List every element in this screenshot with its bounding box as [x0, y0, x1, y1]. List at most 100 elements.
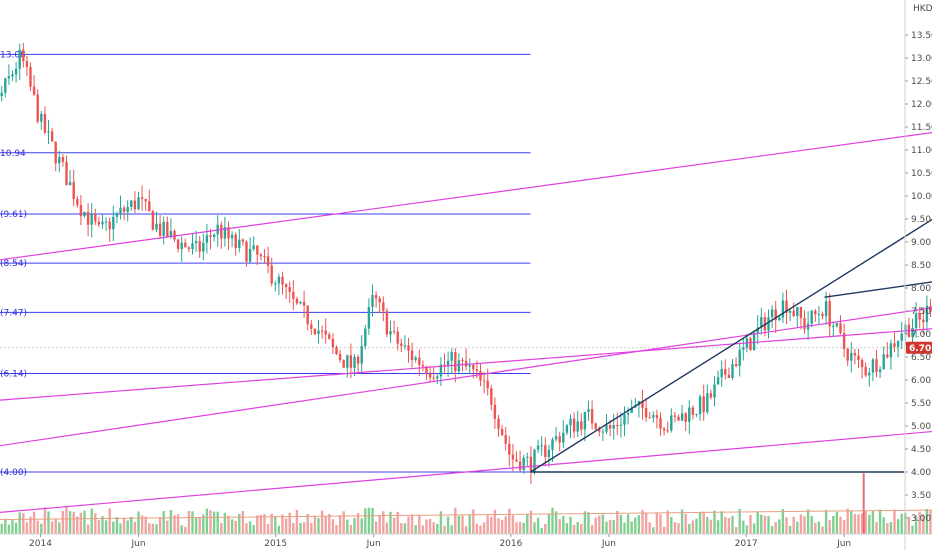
volume-bar	[832, 516, 835, 534]
candle-body	[122, 207, 126, 212]
last-price-tag	[906, 341, 932, 354]
volume-bar	[857, 514, 860, 534]
volume-bar	[846, 508, 849, 534]
candle-body	[770, 309, 774, 318]
candle-body	[72, 182, 75, 199]
volume-bar	[472, 509, 475, 534]
candle-body	[626, 412, 630, 415]
volume-bar	[349, 525, 353, 534]
candle-body	[410, 350, 414, 361]
fib-level-label: (8.54)	[0, 259, 27, 269]
candle-body	[61, 157, 65, 162]
volume-bar	[126, 520, 129, 534]
candle-body	[702, 396, 705, 413]
candle-body	[324, 330, 327, 335]
candle-body	[554, 436, 558, 440]
candle-body	[742, 347, 745, 350]
candle-body	[781, 300, 785, 318]
candle-body	[173, 230, 176, 240]
volume-bar	[25, 522, 29, 534]
volume-bar	[371, 507, 374, 534]
volume-bar	[785, 517, 788, 534]
fib-level-label: 13.08	[0, 50, 26, 60]
volume-bar	[774, 521, 777, 534]
volume-bar	[382, 511, 385, 534]
volume-bar	[144, 516, 147, 534]
candle-body	[162, 221, 165, 236]
fib-level-label: (6.14)	[0, 370, 27, 380]
candle-body	[601, 431, 605, 433]
last-price-label: 6.70	[909, 344, 931, 354]
volume-bar	[256, 515, 259, 534]
volume-bar	[709, 519, 713, 534]
candle-body	[220, 224, 223, 239]
candle-body	[893, 343, 896, 347]
volume-bar	[43, 507, 47, 534]
volume-bar	[896, 519, 900, 534]
volume-bar	[900, 513, 903, 534]
candle-body	[371, 294, 374, 308]
candle-body	[439, 364, 443, 377]
candle-body	[187, 247, 191, 250]
volume-bar	[50, 521, 54, 534]
candle-body	[306, 305, 309, 325]
candle-body	[86, 211, 90, 225]
volume-bar	[641, 509, 644, 534]
candle-body	[662, 428, 666, 431]
volume-bar	[169, 510, 173, 534]
candle-body	[115, 213, 119, 217]
candle-body	[356, 356, 360, 364]
candle-body	[752, 332, 756, 351]
volume-bar	[90, 508, 93, 534]
candle-body	[450, 352, 453, 361]
candle-body	[529, 456, 533, 473]
time-tick-label: Jun	[366, 539, 381, 549]
candle-body	[860, 360, 864, 368]
candle-body	[418, 357, 421, 365]
candle-body	[583, 411, 587, 430]
volume-bar	[54, 519, 57, 534]
candle-body	[691, 407, 695, 415]
volume-bar	[914, 515, 918, 534]
time-axis[interactable]: 2014Jun2015Jun2016Jun2017Jun2018Jun2019J…	[0, 533, 932, 549]
volume-bar	[245, 523, 248, 534]
volume-bar	[486, 515, 489, 534]
volume-bar	[202, 514, 205, 534]
volume-bar	[565, 523, 569, 534]
candle-body	[857, 355, 860, 361]
candle-body	[184, 242, 187, 248]
candle-body	[734, 363, 738, 367]
volume-bar	[511, 515, 515, 534]
price-axis[interactable]: 3.00 3.50 4.00 4.50 5.00 5.50 6.00 6.50 7.00 7.50…	[904, 0, 932, 550]
volume-bar	[7, 524, 11, 534]
candle-body	[346, 355, 349, 368]
candle-body	[911, 327, 914, 337]
candle-body	[839, 323, 842, 334]
volume-bar	[706, 516, 709, 534]
volume-bar	[616, 511, 619, 534]
volume-bar	[623, 522, 626, 534]
volume-bar	[551, 507, 554, 534]
trend-drawings	[0, 132, 932, 514]
volume-bar	[400, 523, 403, 534]
candle-body	[695, 414, 698, 416]
volume-bar	[680, 509, 684, 534]
candle-body	[83, 211, 86, 217]
volume-bar	[32, 511, 36, 534]
candle-body	[335, 347, 338, 355]
candle-body	[328, 334, 331, 339]
fib-level-label: (4.00)	[0, 468, 27, 478]
volume-bar	[158, 517, 162, 534]
price-tick-label: 9.00	[911, 238, 931, 248]
price-tick-label: 13.50	[911, 31, 932, 41]
volume-bar	[781, 508, 785, 534]
volume-bar	[529, 510, 533, 534]
volume-bar	[281, 514, 284, 534]
candle-body	[191, 243, 194, 250]
volume-bar	[752, 523, 756, 534]
candle-body	[256, 245, 259, 255]
candle-body	[104, 221, 108, 223]
volume-bar	[342, 511, 345, 534]
candle-body	[32, 86, 36, 95]
